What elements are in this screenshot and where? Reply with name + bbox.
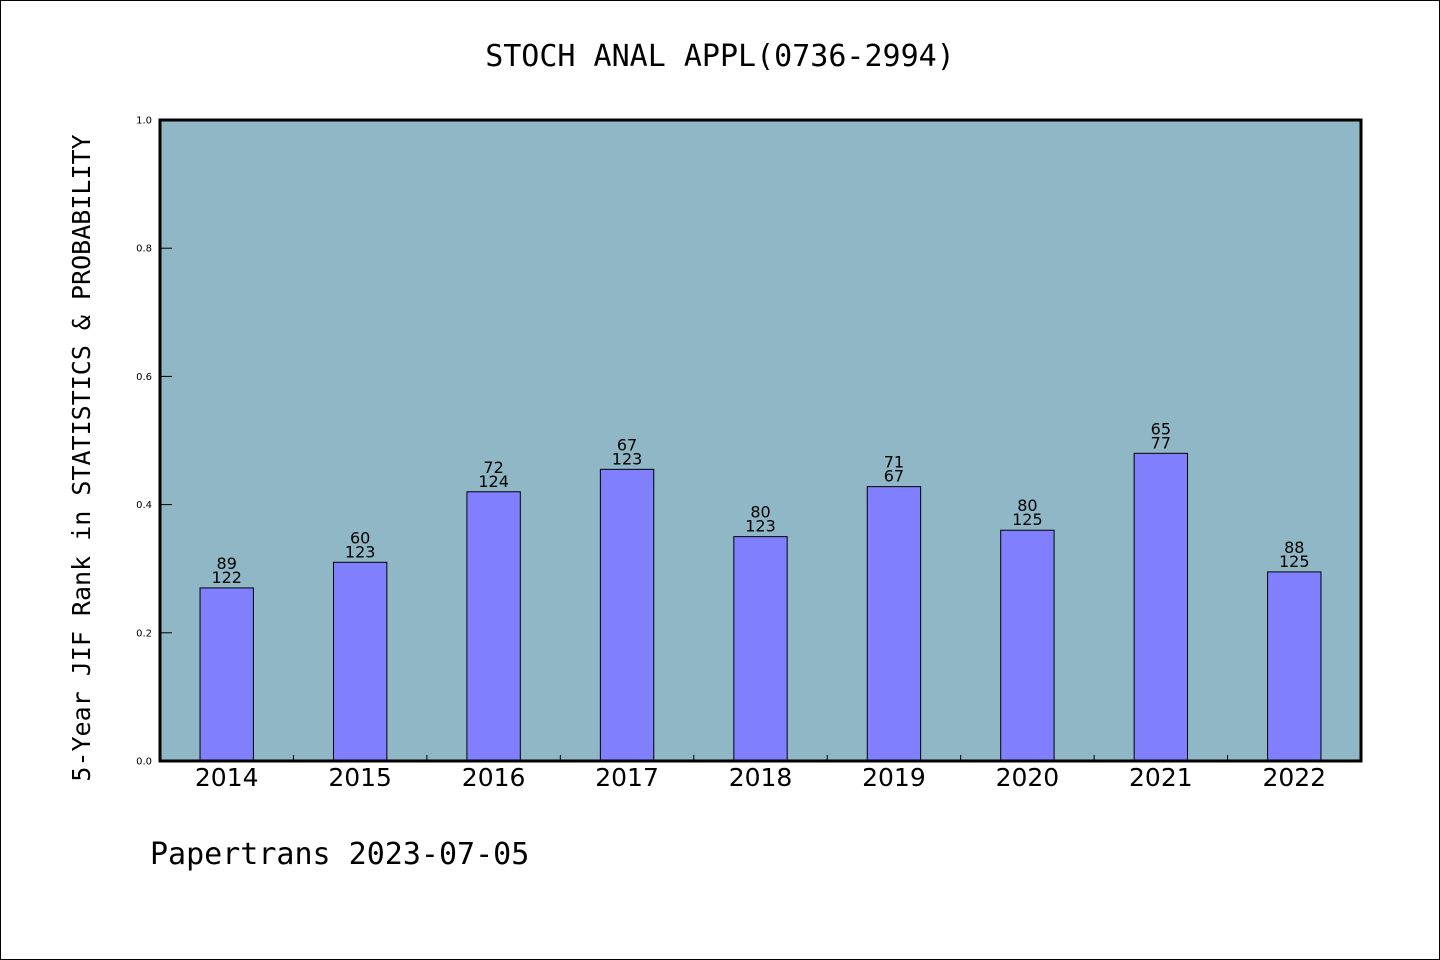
- y-tick-label-0.2: 0.2: [136, 628, 152, 639]
- x-tick-label-2014: 2014: [195, 763, 259, 792]
- bar-2019: [866, 486, 922, 762]
- data-label-top-2014: 89: [217, 554, 237, 573]
- data-label-top-2020: 80: [1017, 496, 1037, 515]
- bar-2016: [466, 491, 521, 762]
- x-tick-label-2019: 2019: [862, 763, 926, 792]
- plot-border: [158, 118, 1363, 763]
- bar-2014: [199, 587, 254, 762]
- bar-2015: [332, 561, 388, 762]
- data-label-top-2021: 65: [1151, 419, 1171, 438]
- data-label-bottom-2022: 125: [1279, 552, 1310, 571]
- x-tick-label-2021: 2021: [1129, 763, 1193, 792]
- data-label-top-2022: 88: [1284, 538, 1304, 557]
- data-label-bottom-2021: 77: [1151, 433, 1171, 452]
- data-label-top-2016: 72: [483, 458, 503, 477]
- x-tick-label-2017: 2017: [595, 763, 659, 792]
- x-tick-label-2022: 2022: [1262, 763, 1326, 792]
- x-tick-label-2020: 2020: [996, 763, 1060, 792]
- bars-group: 8912260123721246712380123716780125657788…: [199, 419, 1322, 762]
- chart-title: STOCH ANAL APPL(0736-2994): [485, 39, 955, 74]
- x-tick-label-2015: 2015: [328, 763, 392, 792]
- bar-2022: [1267, 571, 1322, 762]
- y-tick-label-0.4: 0.4: [136, 500, 152, 511]
- footer-text: Papertrans 2023-07-05: [150, 837, 529, 872]
- data-label-bottom-2020: 125: [1012, 510, 1043, 529]
- y-axis-ticks: 0.0 0.2 0.4 0.6 0.8 1.0: [136, 116, 172, 768]
- y-tick-label-1.0: 1.0: [136, 116, 152, 127]
- data-label-bottom-2016: 124: [478, 472, 509, 491]
- data-label-bottom-2015: 123: [345, 542, 376, 561]
- data-label-bottom-2019: 67: [884, 467, 904, 486]
- x-tick-label-2018: 2018: [729, 763, 793, 792]
- data-label-top-2015: 60: [350, 528, 370, 547]
- y-tick-label-0.0: 0.0: [136, 757, 152, 768]
- data-label-top-2019: 71: [884, 453, 904, 472]
- data-label-top-2018: 80: [750, 503, 770, 522]
- data-label-bottom-2018: 123: [745, 517, 776, 536]
- data-label-bottom-2017: 123: [612, 449, 643, 468]
- bar-2017: [599, 468, 655, 762]
- bar-2018: [733, 536, 788, 762]
- x-axis-ticks: 2014 2015 2016 2017 2018 2019 2020 2021 2022: [195, 755, 1326, 792]
- x-tick-label-2016: 2016: [462, 763, 526, 792]
- y-axis-label: 5-Year JIF Rank in STATISTICS & PROBABIL…: [67, 134, 96, 781]
- data-label-top-2017: 67: [617, 435, 637, 454]
- y-tick-label-0.8: 0.8: [136, 244, 152, 255]
- data-label-bottom-2014: 122: [211, 568, 242, 587]
- bar-2021: [1133, 452, 1189, 762]
- y-tick-label-0.6: 0.6: [136, 372, 152, 383]
- bar-2020: [1000, 529, 1055, 762]
